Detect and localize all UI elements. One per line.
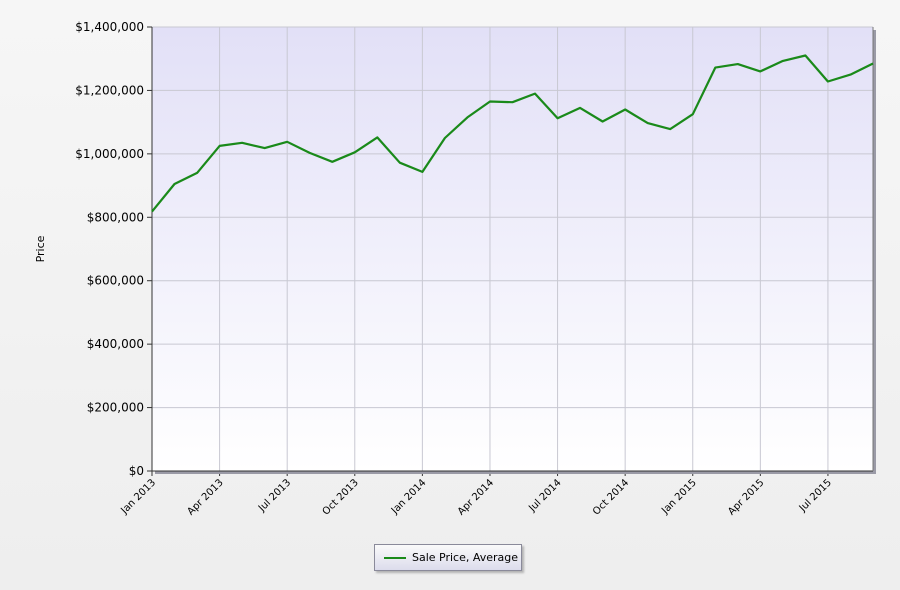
axes <box>151 27 876 474</box>
x-tick-label: Jan 2014 <box>389 477 429 517</box>
plot-shadow-right <box>873 30 876 474</box>
y-tick-label: $1,200,000 <box>75 83 144 97</box>
y-tick-label: $1,400,000 <box>75 20 144 34</box>
legend-swatch <box>384 556 406 559</box>
y-tick-label: $1,000,000 <box>75 147 144 161</box>
x-tick-label: Jan 2015 <box>659 477 699 517</box>
y-axis-title: Price <box>34 235 47 262</box>
grid <box>151 26 873 472</box>
y-axis-ticks: $0 $200,000 $400,000 $600,000 $800,000 $1,000… <box>75 20 152 478</box>
y-tick-label: $200,000 <box>87 401 144 415</box>
plot-area <box>152 27 873 471</box>
x-tick-label: Jul 2013 <box>256 477 293 514</box>
x-tick-label: Jul 2015 <box>797 477 834 514</box>
legend: Sale Price, Average <box>374 544 522 571</box>
y-tick-label: $400,000 <box>87 337 144 351</box>
x-axis-ticks: Jan 2013 Apr 2013 Jul 2013 Oct 2013 Jan 2014… <box>118 471 834 518</box>
x-tick-label: Apr 2013 <box>185 477 225 517</box>
series-group <box>151 54 874 213</box>
x-tick-label: Jan 2013 <box>118 477 158 517</box>
x-tick-label: Oct 2014 <box>591 477 631 517</box>
y-tick-label: $0 <box>129 464 144 478</box>
plot-shadow-bottom <box>155 471 876 474</box>
x-tick-label: Apr 2014 <box>456 477 496 517</box>
y-tick-label: $800,000 <box>87 210 144 224</box>
legend-label: Sale Price, Average <box>412 551 519 564</box>
y-tick-label: $600,000 <box>87 274 144 288</box>
x-tick-label: Oct 2013 <box>321 477 361 517</box>
series-line <box>151 54 874 213</box>
x-tick-label: Jul 2014 <box>526 477 563 514</box>
x-tick-label: Apr 2015 <box>726 477 766 517</box>
